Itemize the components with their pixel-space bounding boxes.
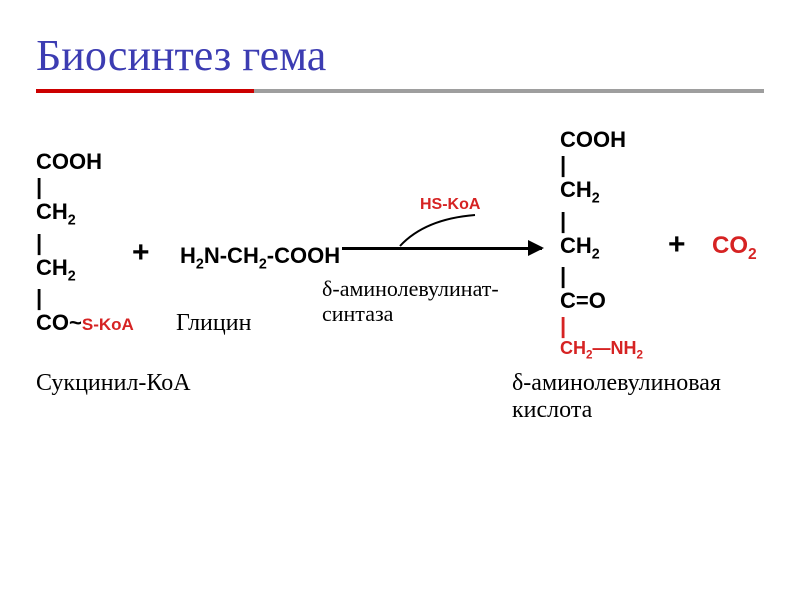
title-block: Биосинтез гема: [36, 30, 764, 93]
glycine-formula: H2N-CH2-COOH: [180, 243, 340, 272]
hs-koa-byproduct: HS-KoA: [420, 196, 480, 214]
co2-byproduct: CO2: [712, 232, 757, 264]
succinyl-coa-structure: COOH | CH2 | CH2 | CO~S-KoA: [36, 150, 134, 334]
plus-operator-1: +: [132, 236, 150, 270]
title-underline-red: [36, 89, 254, 93]
succinyl-label: Сукцинил-КоА: [36, 370, 191, 397]
reaction-arrow: [342, 247, 542, 250]
enzyme-line1: δ-аминолевулинат-: [322, 276, 499, 301]
release-arc: [395, 211, 485, 251]
title-underline: [36, 89, 764, 93]
enzyme-line2: синтаза: [322, 301, 499, 326]
ala-structure: COOH | CH2 | CH2 | C=O | CH2—NH2: [560, 128, 643, 362]
ala-label-line2: кислота: [512, 397, 721, 424]
title-underline-grey: [254, 89, 764, 93]
page-title: Биосинтез гема: [36, 30, 764, 89]
ala-label-line1: δ-аминолевулиновая: [512, 370, 721, 397]
ala-label: δ-аминолевулиновая кислота: [512, 370, 721, 424]
slide: Биосинтез гема COOH | CH2 | CH2 | CO~S-K…: [0, 0, 800, 600]
enzyme-label: δ-аминолевулинат- синтаза: [322, 276, 499, 327]
plus-operator-2: +: [668, 228, 686, 262]
glycine-label: Глицин: [176, 310, 251, 337]
